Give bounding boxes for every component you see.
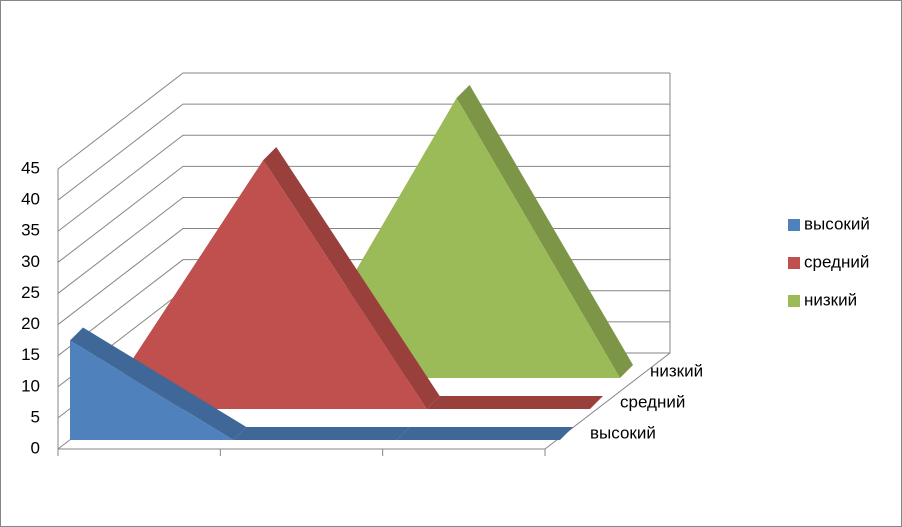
grid-line xyxy=(57,134,670,232)
grid-line xyxy=(57,72,670,170)
area-depth xyxy=(70,327,573,440)
legend-label: низкий xyxy=(804,290,857,309)
series-axis-label: высокий xyxy=(590,423,656,442)
y-tick-label: 15 xyxy=(21,345,40,364)
y-tick-label: 10 xyxy=(21,376,40,395)
area-side xyxy=(70,327,247,440)
y-tick-label: 5 xyxy=(31,407,40,426)
area xyxy=(70,340,560,440)
legend-label: средний xyxy=(804,252,869,271)
area xyxy=(100,160,590,409)
y-tick-label: 20 xyxy=(21,314,40,333)
series-axis-label: средний xyxy=(620,392,685,411)
y-tick-label: 30 xyxy=(21,252,40,271)
area-side xyxy=(456,85,633,378)
y-tick-label: 45 xyxy=(21,158,40,177)
labels: 0 5 10 15 20 25 30 35 40 45 низкий низкий средний сре… xyxy=(21,158,870,457)
legend-swatch xyxy=(788,257,800,269)
y-tick-label: 0 xyxy=(31,438,40,457)
legend-swatch xyxy=(788,295,800,307)
y-tick-label: 40 xyxy=(21,190,40,209)
y-tick-label: 35 xyxy=(21,221,40,240)
series-axis-label: низкий xyxy=(650,361,703,380)
area-side xyxy=(396,427,573,440)
y-tick-label: 25 xyxy=(21,283,40,302)
legend-label: высокий xyxy=(804,214,870,233)
legend-swatch xyxy=(788,219,800,231)
plot-area xyxy=(70,85,633,440)
grid-line xyxy=(57,103,670,201)
area-side xyxy=(233,427,410,440)
area xyxy=(130,98,620,378)
area-side xyxy=(426,396,603,409)
area-side xyxy=(263,147,440,409)
